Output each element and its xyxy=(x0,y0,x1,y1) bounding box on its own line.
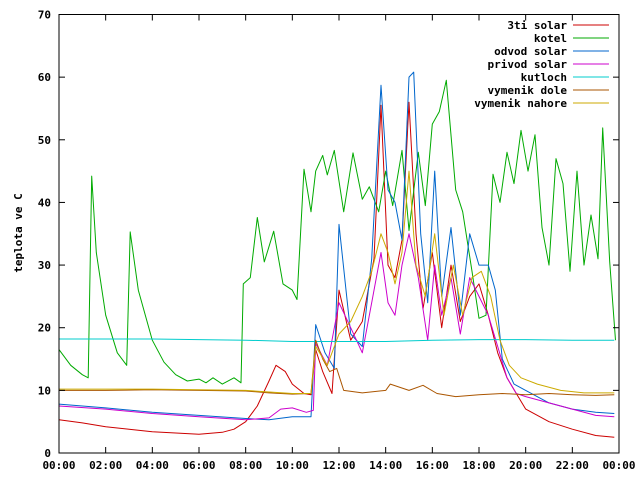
x-tick-label: 06:00 xyxy=(182,459,215,472)
y-tick-label: 50 xyxy=(38,134,51,147)
x-tick-label: 00:00 xyxy=(42,459,75,472)
series-line-vymenik-nahore xyxy=(59,170,615,394)
series-line-vymenik-dole xyxy=(59,339,615,398)
x-tick-label: 10:00 xyxy=(276,459,309,472)
legend-label: vymenik nahore xyxy=(474,97,567,110)
y-tick-label: 10 xyxy=(38,384,51,397)
legend-label: kutloch xyxy=(521,71,567,84)
series-line-3ti-solar xyxy=(58,101,615,438)
y-tick-label: 30 xyxy=(38,259,51,272)
legend-label: 3ti solar xyxy=(507,19,567,32)
x-tick-label: 14:00 xyxy=(369,459,402,472)
y-tick-label: 60 xyxy=(38,71,51,84)
x-tick-label: 20:00 xyxy=(509,459,542,472)
x-tick-label: 22:00 xyxy=(556,459,589,472)
x-tick-label: 04:00 xyxy=(136,459,169,472)
tick-layer: 0 10 20 30 40 50 60 70 00:00 02:00 04:00 06:00 08:00… xyxy=(38,9,636,473)
series-line-odvod-solar xyxy=(58,71,615,421)
y-tick-label: 40 xyxy=(38,196,51,209)
series-layer xyxy=(58,71,616,438)
x-tick-label: 02:00 xyxy=(89,459,122,472)
legend-label: odvod solar xyxy=(494,45,567,58)
x-tick-label: 00:00 xyxy=(602,459,635,472)
x-tick-label: 12:00 xyxy=(322,459,355,472)
legend-label: vymenik dole xyxy=(488,84,568,97)
series-line-privod-solar xyxy=(58,233,615,421)
y-axis-label: teplota ve C xyxy=(12,193,25,272)
legend-label: privod solar xyxy=(488,58,568,71)
x-tick-label: 08:00 xyxy=(229,459,262,472)
legend-label: kotel xyxy=(534,32,567,45)
series-line-kutloch xyxy=(59,338,615,342)
x-tick-label: 16:00 xyxy=(416,459,449,472)
y-tick-label: 70 xyxy=(38,9,51,22)
y-tick-label: 20 xyxy=(38,322,51,335)
series-line-kotel xyxy=(58,79,616,385)
y-tick-label: 0 xyxy=(44,447,51,460)
x-tick-label: 18:00 xyxy=(462,459,495,472)
